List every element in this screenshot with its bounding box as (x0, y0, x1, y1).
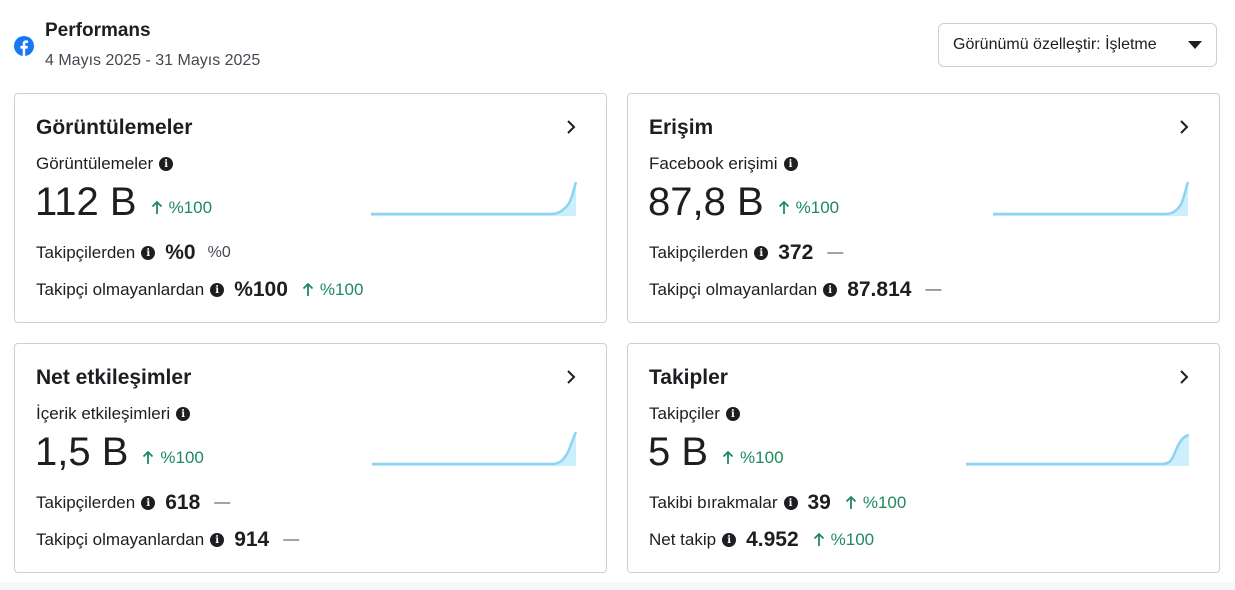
arrow-up-icon (151, 201, 162, 214)
metric-delta: %100 (151, 198, 212, 218)
metric-delta: %100 (778, 198, 839, 218)
row-value: %100 (234, 278, 288, 301)
arrow-up-icon (143, 451, 154, 464)
row-label: Takibi bırakmalar (649, 493, 778, 512)
row-value: 39 (807, 491, 831, 514)
arrow-up-icon (813, 533, 824, 546)
row-value: 618 (165, 491, 201, 514)
metric-label: Takipçiler (649, 404, 720, 423)
row-label: Takipçi olmayanlardan (649, 280, 818, 299)
delta-value: %100 (862, 493, 907, 512)
chevron-right-icon[interactable] (564, 368, 578, 386)
row-extra: — (283, 531, 300, 548)
row-extra: — (827, 244, 844, 261)
delta-value: %100 (160, 448, 204, 467)
delta-value: %100 (795, 198, 840, 217)
row-extra: %0 (207, 244, 231, 261)
facebook-logo-icon (14, 36, 34, 56)
row-delta: %100 (302, 280, 363, 300)
card-title: Erişim (649, 116, 714, 139)
row-value: 87.814 (847, 278, 912, 301)
card-title: Takipler (649, 366, 728, 389)
metric-label: Facebook erişimi (649, 154, 778, 173)
row-value: %0 (165, 241, 196, 264)
row-value: 4.952 (746, 528, 799, 551)
info-icon[interactable]: i (159, 157, 174, 171)
caret-down-icon (1188, 41, 1202, 49)
reach-sparkline (993, 181, 1189, 216)
info-icon[interactable]: i (210, 283, 225, 297)
row-label: Takipçi olmayanlardan (36, 530, 205, 549)
info-icon[interactable]: i (783, 157, 798, 171)
metric-delta: %100 (722, 448, 784, 468)
views-sparkline (371, 181, 577, 216)
arrow-up-icon (302, 283, 314, 296)
delta-value: %100 (319, 280, 364, 299)
customize-view-label: Görünümü özelleştir: İşletme (953, 36, 1157, 53)
arrow-up-icon (722, 451, 734, 464)
info-icon[interactable]: i (722, 533, 737, 547)
arrow-up-icon (845, 496, 856, 509)
delta-value: %100 (830, 530, 875, 549)
row-label: Takipçilerden (649, 243, 749, 262)
chevron-right-icon[interactable] (564, 118, 578, 136)
delta-value: %100 (168, 198, 213, 217)
date-range: 4 Mayıs 2025 - 31 Mayıs 2025 (45, 52, 261, 69)
info-icon[interactable]: i (141, 496, 156, 510)
info-icon[interactable]: i (176, 407, 191, 421)
row-value: 372 (778, 241, 814, 264)
metric-label: İçerik etkileşimleri (36, 404, 171, 423)
info-icon[interactable]: i (823, 283, 838, 297)
views-card[interactable]: Görüntülemeler Görüntülemeler i 112 B %1… (14, 93, 607, 323)
page-title: Performans (45, 20, 151, 41)
info-icon[interactable]: i (725, 407, 740, 421)
row-label: Takipçilerden (36, 243, 136, 262)
metric-value: 5 B (648, 430, 709, 474)
row-label: Takipçilerden (36, 493, 136, 512)
engagement-card[interactable]: Net etkileşimler İçerik etkileşimleri i … (14, 343, 607, 573)
page-footer-strip (0, 582, 1235, 590)
metric-delta: %100 (142, 448, 204, 468)
row-label: Net takip (649, 530, 717, 549)
metric-value: 1,5 B (35, 430, 129, 474)
row-extra: — (925, 281, 942, 298)
row-value: 914 (234, 528, 270, 551)
metric-label: Görüntülemeler (36, 154, 154, 173)
arrow-up-icon (778, 201, 789, 214)
reach-card[interactable]: Erişim Facebook erişimi i 87,8 B %100 Ta… (627, 93, 1220, 323)
info-icon[interactable]: i (210, 533, 225, 547)
metric-value: 112 B (35, 180, 137, 224)
chevron-right-icon[interactable] (1177, 368, 1191, 386)
info-icon[interactable]: i (754, 246, 769, 260)
card-title: Görüntülemeler (36, 116, 193, 139)
info-icon[interactable]: i (141, 246, 156, 260)
engagement-sparkline (372, 431, 577, 466)
chevron-right-icon[interactable] (1177, 118, 1191, 136)
row-extra: — (214, 494, 231, 511)
delta-value: %100 (740, 448, 784, 467)
follows-card[interactable]: Takipler Takipçiler i 5 B %100 Takibi bı… (627, 343, 1220, 573)
card-title: Net etkileşimler (36, 366, 192, 389)
row-label: Takipçi olmayanlardan (36, 280, 205, 299)
row-delta: %100 (845, 493, 906, 513)
row-delta: %100 (813, 530, 874, 550)
customize-view-dropdown[interactable]: Görünümü özelleştir: İşletme (938, 23, 1217, 67)
info-icon[interactable]: i (783, 496, 798, 510)
metric-value: 87,8 B (648, 180, 764, 224)
follows-sparkline (966, 433, 1190, 466)
